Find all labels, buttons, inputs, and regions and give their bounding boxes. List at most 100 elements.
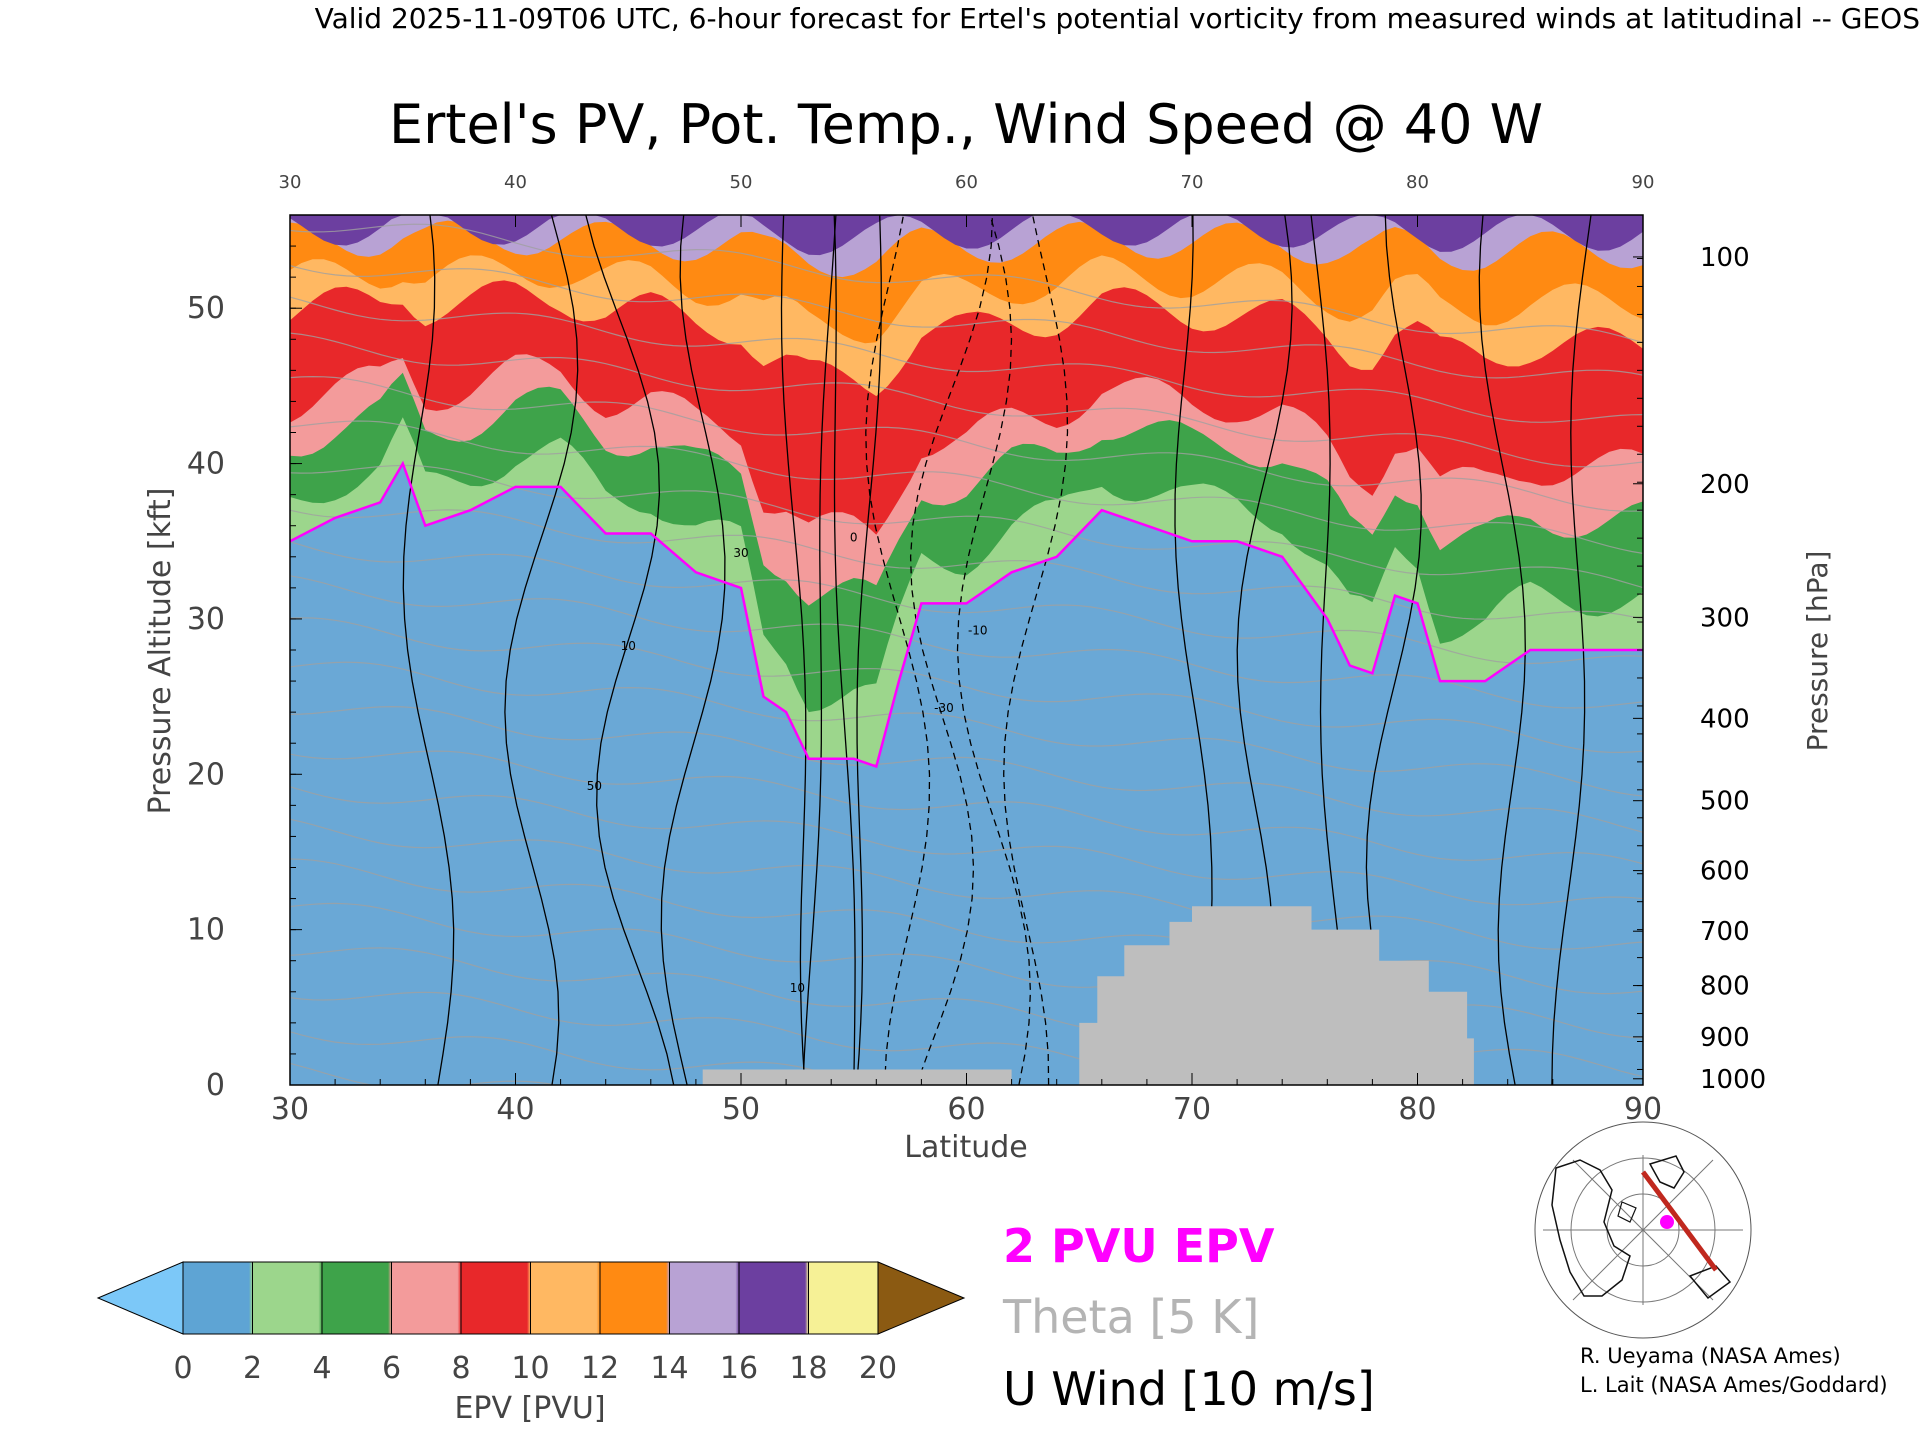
colorbar-tick-label: 18 <box>789 1351 827 1386</box>
contour-label: 10 <box>790 981 805 995</box>
terrain-mask <box>702 906 1474 1085</box>
wind-contour <box>833 215 856 1085</box>
wind-contour <box>504 215 579 1085</box>
theta-isentrope <box>290 375 1643 512</box>
contour-label: 10 <box>621 639 636 653</box>
colorbar-dividers <box>182 1262 879 1334</box>
colorbar-tick-label: 14 <box>650 1351 688 1386</box>
theta-isentrope <box>290 420 1643 554</box>
pressure-tick-label: 300 <box>1700 603 1750 633</box>
header-text: Valid 2025-11-09T06 UTC, 6-hour forecast… <box>315 2 1920 35</box>
theta-isentrope <box>290 332 1643 468</box>
credit-line-2: L. Lait (NASA Ames/Goddard) <box>1580 1373 1888 1397</box>
colorbar-tick-label: 8 <box>451 1351 470 1386</box>
x-axis-label: Latitude <box>904 1130 1027 1165</box>
pressure-tick-label: 500 <box>1700 787 1750 817</box>
pressure-tick-label: 200 <box>1700 470 1750 500</box>
credit-line-1: R. Ueyama (NASA Ames) <box>1580 1344 1841 1368</box>
pressure-tick-label: 700 <box>1700 917 1750 947</box>
colorbar-tick-label: 4 <box>312 1351 331 1386</box>
y-tick-label: 20 <box>187 757 225 792</box>
x-tick-label: 30 <box>271 1092 309 1127</box>
y-axis-label: Pressure Altitude [kft] <box>143 488 178 815</box>
y-tick-label: 40 <box>187 447 225 482</box>
colorbar-tick-label: 10 <box>511 1351 549 1386</box>
colorbar-label: EPV [PVU] <box>454 1391 605 1426</box>
colorbar-tick-label: 20 <box>859 1351 897 1386</box>
pressure-tick-label: 400 <box>1700 704 1750 734</box>
theta-isentrope <box>290 223 1643 344</box>
legend: 2 PVU EPV Theta [5 K] U Wind [10 m/s] <box>1002 1219 1375 1416</box>
colorbar-under-arrow <box>96 1261 184 1335</box>
wind-contour <box>585 215 675 1085</box>
wind-contour <box>780 215 807 1085</box>
flight-track <box>1640 1170 1719 1272</box>
y-tick-label: 30 <box>187 602 225 637</box>
colorbar-tick-label: 0 <box>173 1351 192 1386</box>
x-tick-label: 90 <box>1624 1092 1662 1127</box>
x-tick-label-top: 80 <box>1406 172 1429 193</box>
colorbar-tick-label: 6 <box>382 1351 401 1386</box>
colorbar-tick-label: 2 <box>243 1351 262 1386</box>
y-tick-labels: 0 10 20 30 40 50 <box>187 291 225 1103</box>
x-tick-labels-bottom: 30 40 50 60 70 80 90 <box>271 1092 1662 1127</box>
pressure-tick-label: 100 <box>1700 243 1750 273</box>
x-tick-label-top: 30 <box>279 172 302 193</box>
wind-contour-negative <box>909 215 994 1085</box>
y-tick-label: 10 <box>187 913 225 948</box>
pressure-tick-label: 1000 <box>1700 1065 1766 1095</box>
north-polar-map-icon <box>1534 1121 1752 1339</box>
colorbar-tick-labels: 0 2 4 6 8 10 12 14 16 18 20 <box>173 1351 897 1386</box>
contour-label: 50 <box>587 779 602 793</box>
colorbar: 0 2 4 6 8 10 12 14 16 18 20 EPV [PVU] <box>96 1261 966 1426</box>
theta-isentrope <box>290 617 1643 754</box>
theta-isentrope <box>290 575 1643 709</box>
x-tick-label-top: 50 <box>730 172 753 193</box>
epv-band-8 <box>290 215 1643 256</box>
wind-contour-negative <box>1003 215 1069 1085</box>
x-tick-label: 40 <box>496 1092 534 1127</box>
wind-contour <box>802 215 837 1085</box>
x-tick-label: 50 <box>722 1092 760 1127</box>
legend-epv: 2 PVU EPV <box>1003 1219 1275 1273</box>
x-tick-label-top: 90 <box>1632 172 1655 193</box>
legend-theta: Theta [5 K] <box>1002 1290 1259 1344</box>
chart-title: Ertel's PV, Pot. Temp., Wind Speed @ 40 … <box>389 93 1543 156</box>
legend-wind: U Wind [10 m/s] <box>1003 1362 1375 1416</box>
theta-isentrope <box>290 705 1643 833</box>
pressure-axis-label: Pressure [hPa] <box>1801 551 1834 752</box>
y-tick-label: 50 <box>187 291 225 326</box>
wind-contour <box>660 215 726 1085</box>
pressure-tick-label: 800 <box>1700 972 1750 1002</box>
theta-isentrope <box>290 661 1643 797</box>
axis-ticks <box>289 215 1644 1086</box>
location-marker <box>1660 1215 1674 1229</box>
wind-contour-negative <box>956 215 1032 1085</box>
x-tick-label: 80 <box>1398 1092 1436 1127</box>
x-tick-labels-top: 30 40 50 60 70 80 90 <box>279 172 1655 193</box>
x-tick-label-top: 60 <box>955 172 978 193</box>
theta-isentrope <box>290 991 1368 1085</box>
wind-contour <box>856 215 882 1085</box>
x-tick-label: 60 <box>947 1092 985 1127</box>
colorbar-over-arrow <box>877 1261 966 1335</box>
x-tick-label-top: 40 <box>504 172 527 193</box>
two-pvu-line <box>290 460 1643 769</box>
theta-isentrope <box>290 818 1643 950</box>
pressure-tick-labels: 100 200 300 400 500 600 700 800 900 1000 <box>1700 243 1766 1095</box>
x-tick-label: 70 <box>1173 1092 1211 1127</box>
y-tick-label: 0 <box>206 1068 225 1103</box>
contour-label: -30 <box>934 701 954 715</box>
theta-isentrope <box>290 265 1643 379</box>
contour-label: 30 <box>733 546 748 560</box>
wind-contour <box>402 215 455 1085</box>
pressure-tick-label: 600 <box>1700 857 1750 887</box>
theta-isentrope <box>290 296 1643 423</box>
x-tick-label-top: 70 <box>1181 172 1204 193</box>
contour-label: -10 <box>968 623 988 637</box>
theta-isentrope <box>290 541 1643 665</box>
colorbar-tick-label: 12 <box>581 1351 619 1386</box>
pressure-tick-label: 900 <box>1700 1023 1750 1053</box>
wind-contour-negative <box>865 215 931 1085</box>
